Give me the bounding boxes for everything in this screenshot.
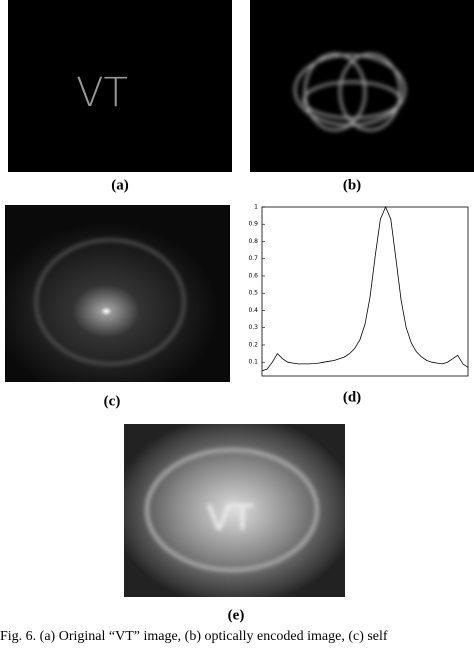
y-tick-label: 1	[254, 204, 258, 211]
image-text: VT	[76, 70, 128, 116]
plot-area	[261, 206, 469, 377]
y-tick-label: 0.2	[248, 341, 258, 348]
image-b	[250, 0, 474, 172]
y-tick-label: 0.5	[248, 290, 258, 297]
caption: Fig. 6. (a) Original “VT” image, (b) opt…	[0, 629, 388, 644]
panel-label: (c)	[104, 393, 121, 409]
y-tick-label: 0.1	[248, 359, 258, 366]
panel-label: (b)	[343, 177, 361, 193]
image-a	[8, 0, 232, 172]
image-c	[5, 205, 230, 382]
y-tick-label: 0.4	[248, 307, 258, 314]
y-tick-label: 0.9	[248, 221, 258, 228]
panel-label: (a)	[111, 177, 129, 193]
image-text: VT	[207, 498, 255, 539]
y-tick-label: 0.3	[248, 324, 258, 331]
ring	[34, 238, 186, 366]
ring	[145, 448, 319, 572]
y-tick-label: 0.7	[248, 255, 258, 262]
panel-label: (d)	[343, 389, 361, 405]
encoded-pattern	[294, 53, 406, 131]
line	[261, 205, 469, 372]
y-tick-label: 0.6	[248, 272, 258, 279]
y-tick-label: 0.8	[248, 238, 258, 245]
panel-label: (e)	[228, 607, 245, 623]
